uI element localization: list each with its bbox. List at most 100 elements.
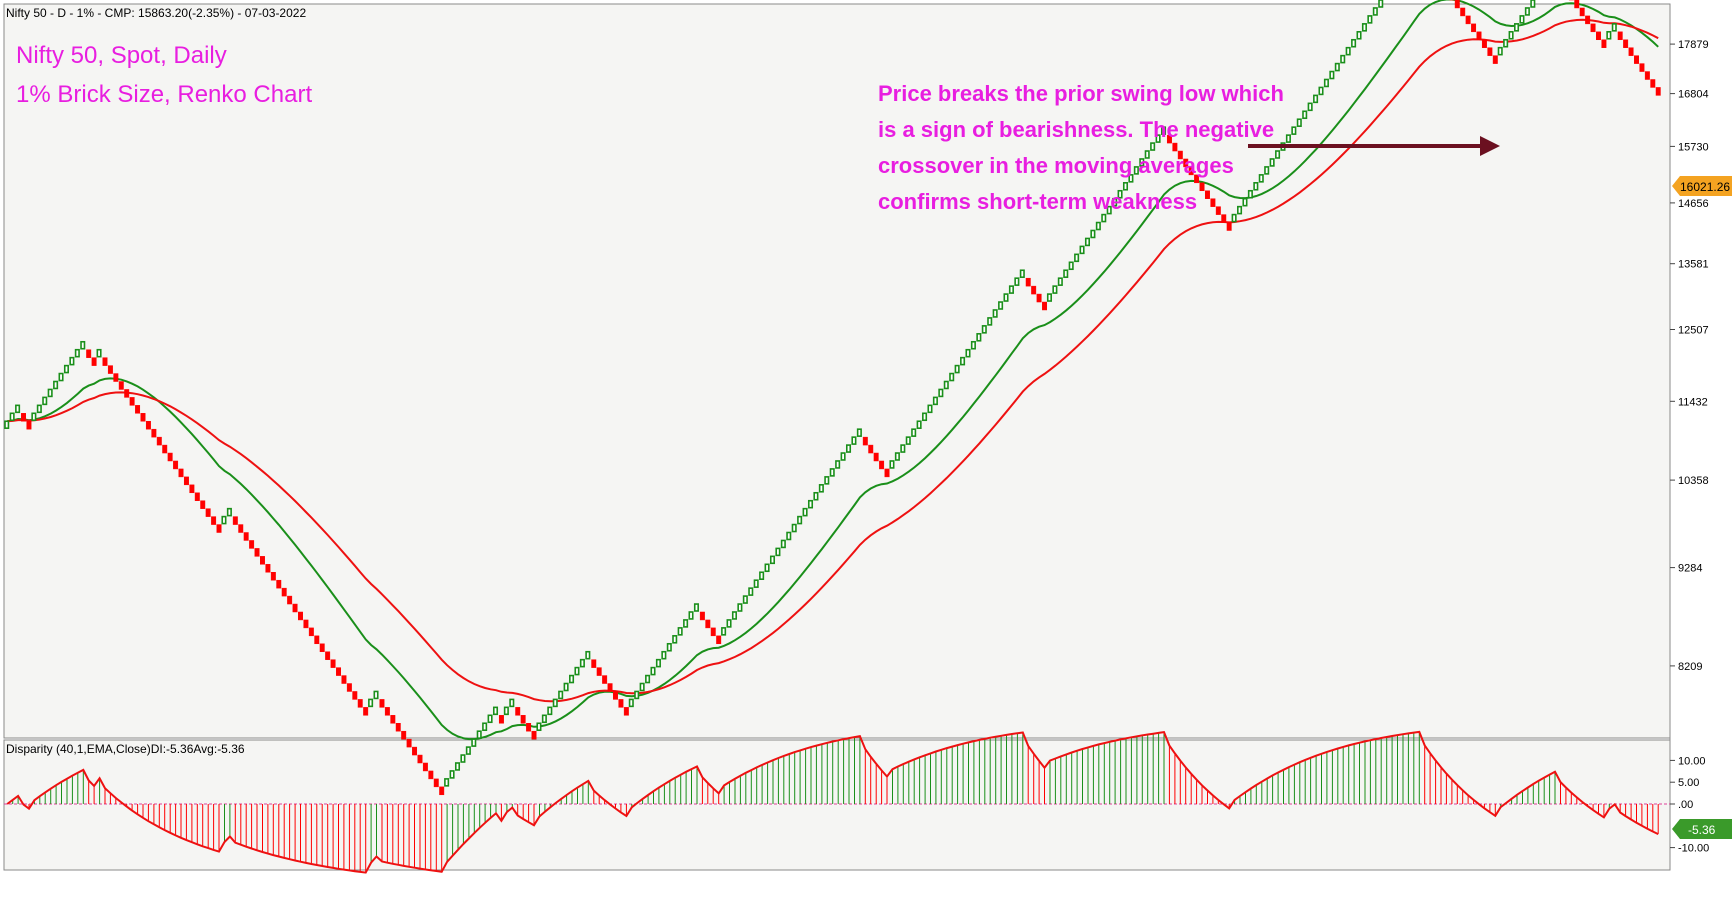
renko-brick-down: [521, 715, 525, 723]
renko-brick-up: [972, 342, 975, 349]
renko-brick-up: [662, 652, 665, 659]
renko-brick-up: [966, 350, 969, 357]
renko-brick-up: [803, 509, 806, 516]
renko-brick-up: [472, 739, 475, 746]
renko-brick-up: [760, 572, 763, 579]
renko-brick-up: [16, 405, 19, 412]
price-tick-label: 12507: [1678, 325, 1709, 337]
renko-brick-down: [874, 453, 878, 461]
renko-brick-down: [1455, 0, 1459, 8]
renko-brick-up: [97, 350, 100, 357]
price-tick-label: 14656: [1678, 198, 1709, 210]
renko-brick-down: [249, 540, 253, 548]
renko-brick-up: [1504, 40, 1507, 47]
renko-brick-up: [1298, 119, 1301, 126]
renko-brick-down: [266, 564, 270, 572]
renko-brick-up: [1336, 64, 1339, 71]
renko-brick-up: [1254, 183, 1257, 190]
renko-brick-up: [1509, 32, 1512, 39]
renko-brick-down: [391, 715, 395, 723]
renko-brick-up: [983, 326, 986, 333]
renko-brick-up: [993, 310, 996, 317]
price-tick-label: 11432: [1678, 396, 1708, 408]
renko-brick-down: [1585, 16, 1589, 24]
renko-brick-up: [1531, 0, 1534, 7]
renko-brick-up: [581, 660, 584, 667]
renko-brick-down: [190, 485, 194, 493]
renko-brick-down: [320, 644, 324, 652]
chart-header-title: Nifty 50 - D - 1% - CMP: 15863.20(-2.35%…: [6, 6, 306, 20]
renko-brick-down: [309, 628, 313, 636]
renko-brick-up: [559, 691, 562, 698]
renko-brick-down: [179, 469, 183, 477]
renko-brick-down: [608, 684, 612, 692]
renko-brick-down: [429, 771, 433, 779]
renko-brick-down: [1200, 183, 1204, 191]
renko-brick-up: [912, 429, 915, 436]
renko-brick-down: [141, 413, 145, 421]
renko-brick-down: [1629, 48, 1633, 56]
renko-brick-up: [657, 660, 660, 667]
renko-brick-down: [195, 493, 199, 501]
renko-brick-up: [907, 437, 910, 444]
renko-brick-up: [554, 699, 557, 706]
renko-brick-down: [1471, 24, 1475, 32]
renko-brick-down: [103, 358, 107, 366]
renko-brick-up: [1379, 0, 1382, 7]
disparity-panel[interactable]: [4, 740, 1670, 870]
renko-brick-down: [1037, 294, 1041, 302]
renko-brick-up: [505, 707, 508, 714]
renko-brick-up: [1515, 24, 1518, 31]
renko-brick-up: [510, 699, 513, 706]
price-axis-area[interactable]: [1670, 4, 1732, 870]
renko-brick-up: [48, 389, 51, 396]
renko-brick-up: [32, 413, 35, 420]
renko-brick-up: [1004, 294, 1007, 301]
renko-brick-up: [809, 501, 812, 508]
price-tick-label: 13581: [1678, 259, 1709, 271]
renko-brick-up: [1097, 223, 1100, 230]
renko-brick-up: [1607, 32, 1610, 39]
renko-brick-down: [885, 469, 889, 477]
renko-brick-down: [1645, 72, 1649, 80]
renko-brick-down: [1488, 48, 1492, 56]
renko-brick-down: [353, 691, 357, 699]
price-panel[interactable]: [4, 4, 1670, 738]
renko-brick-down: [1042, 302, 1046, 310]
renko-brick-up: [1064, 270, 1067, 277]
renko-brick-up: [1330, 72, 1333, 79]
renko-brick-up: [1059, 278, 1062, 285]
annotation-line-2: is a sign of bearishness. The negative: [878, 117, 1274, 142]
renko-brick-down: [597, 668, 601, 676]
renko-brick-down: [124, 389, 128, 397]
renko-brick-up: [65, 366, 68, 373]
renko-brick-up: [38, 405, 41, 412]
renko-brick-up: [923, 413, 926, 420]
renko-brick-up: [1048, 294, 1051, 301]
renko-brick-up: [1287, 135, 1290, 142]
renko-brick-down: [602, 676, 606, 684]
renko-brick-down: [1575, 0, 1579, 8]
renko-brick-down: [168, 453, 172, 461]
renko-brick-up: [744, 596, 747, 603]
renko-brick-down: [1466, 16, 1470, 24]
chart-subtitle-line-2: 1% Brick Size, Renko Chart: [16, 81, 312, 108]
renko-brick-down: [1205, 191, 1209, 199]
renko-brick-up: [798, 517, 801, 524]
renko-brick-up: [1021, 270, 1024, 277]
renko-brick-up: [787, 533, 790, 540]
renko-brick-down: [592, 660, 596, 668]
renko-brick-up: [727, 620, 730, 627]
renko-brick-down: [304, 620, 308, 628]
renko-brick-up: [689, 612, 692, 619]
chart-subtitle-line-1: Nifty 50, Spot, Daily: [16, 42, 227, 69]
renko-brick-down: [613, 691, 617, 699]
renko-brick-up: [934, 397, 937, 404]
renko-brick-up: [548, 707, 551, 714]
renko-brick-down: [706, 620, 710, 628]
renko-brick-up: [445, 779, 448, 786]
renko-brick-up: [765, 564, 768, 571]
renko-brick-up: [733, 612, 736, 619]
